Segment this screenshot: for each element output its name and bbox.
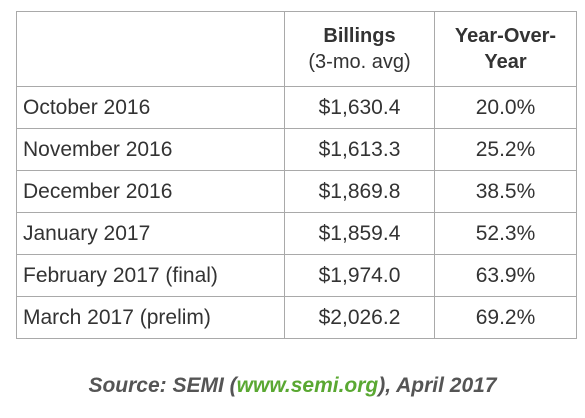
table-row: November 2016 $1,613.3 25.2% bbox=[16, 128, 577, 171]
table-row: February 2017 (final) $1,974.0 63.9% bbox=[16, 254, 577, 297]
cell-billings: $1,974.0 bbox=[284, 254, 435, 297]
cell-yoy: 38.5% bbox=[434, 170, 577, 213]
cell-month: March 2017 (prelim) bbox=[16, 296, 285, 339]
source-caption: Source: SEMI (www.semi.org), April 2017 bbox=[0, 374, 585, 398]
cell-yoy: 25.2% bbox=[434, 128, 577, 171]
source-prefix: Source: SEMI ( bbox=[88, 374, 237, 397]
header-yoy: Year-Over- Year bbox=[434, 11, 577, 87]
cell-billings: $1,869.8 bbox=[284, 170, 435, 213]
table-row: October 2016 $1,630.4 20.0% bbox=[16, 86, 577, 129]
cell-month: January 2017 bbox=[16, 212, 285, 255]
cell-month: December 2016 bbox=[16, 170, 285, 213]
cell-billings: $1,859.4 bbox=[284, 212, 435, 255]
header-billings: Billings (3-mo. avg) bbox=[284, 11, 435, 87]
cell-month: November 2016 bbox=[16, 128, 285, 171]
cell-billings: $1,613.3 bbox=[284, 128, 435, 171]
table-row: January 2017 $1,859.4 52.3% bbox=[16, 212, 577, 255]
cell-month: February 2017 (final) bbox=[16, 254, 285, 297]
source-link[interactable]: www.semi.org bbox=[236, 374, 379, 397]
cell-yoy: 20.0% bbox=[434, 86, 577, 129]
header-billings-subtitle: (3-mo. avg) bbox=[308, 51, 411, 73]
cell-month: October 2016 bbox=[16, 86, 285, 129]
cell-yoy: 63.9% bbox=[434, 254, 577, 297]
table-row: December 2016 $1,869.8 38.5% bbox=[16, 170, 577, 213]
header-billings-title: Billings bbox=[323, 25, 396, 47]
header-month bbox=[16, 11, 285, 87]
table-row: March 2017 (prelim) $2,026.2 69.2% bbox=[16, 296, 577, 339]
cell-yoy: 69.2% bbox=[434, 296, 577, 339]
header-yoy-line1: Year-Over- bbox=[454, 25, 557, 47]
cell-yoy: 52.3% bbox=[434, 212, 577, 255]
cell-billings: $1,630.4 bbox=[284, 86, 435, 129]
source-suffix: ), April 2017 bbox=[378, 374, 497, 397]
cell-billings: $2,026.2 bbox=[284, 296, 435, 339]
billings-table: Billings (3-mo. avg) Year-Over- Year Oct… bbox=[16, 11, 577, 339]
table-header-row: Billings (3-mo. avg) Year-Over- Year bbox=[16, 11, 577, 87]
header-yoy-line2: Year bbox=[484, 51, 527, 73]
